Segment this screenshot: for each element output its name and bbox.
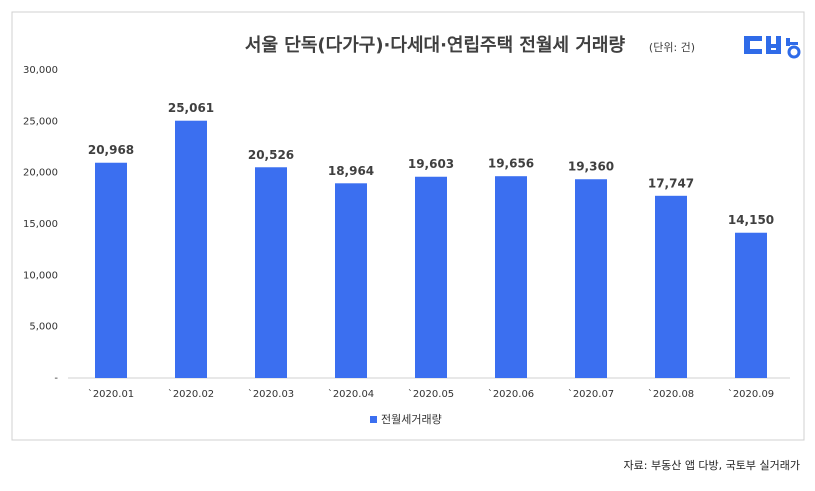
y-tick-label: 15,000	[23, 219, 58, 230]
y-tick-label: -	[54, 373, 58, 384]
x-tick-label: `2020.04	[328, 388, 374, 400]
x-tick-label: `2020.02	[168, 388, 214, 400]
value-label: 18,964	[328, 164, 374, 178]
y-tick-label: 5,000	[29, 322, 58, 333]
value-label: 20,968	[88, 143, 134, 157]
x-tick-label: `2020.09	[728, 388, 774, 400]
bar	[335, 183, 367, 378]
value-label: 25,061	[168, 101, 214, 115]
value-label: 14,150	[728, 213, 774, 227]
y-tick-label: 30,000	[23, 65, 58, 76]
x-tick-label: `2020.07	[568, 388, 614, 400]
bar	[415, 176, 447, 378]
legend-swatch	[370, 416, 377, 423]
y-tick-label: 10,000	[23, 270, 58, 281]
bar	[255, 167, 287, 378]
value-label: 19,656	[488, 157, 534, 171]
x-tick-label: `2020.03	[248, 388, 294, 400]
bar	[575, 179, 607, 378]
value-label: 19,360	[568, 160, 614, 174]
value-label: 19,603	[408, 157, 454, 171]
x-tick-label: `2020.05	[408, 388, 454, 400]
bar	[735, 232, 767, 378]
y-tick-label: 25,000	[23, 116, 58, 127]
x-tick-label: `2020.06	[488, 388, 534, 400]
bar	[95, 162, 127, 378]
x-tick-label: `2020.08	[648, 388, 694, 400]
bar	[655, 195, 687, 378]
value-label: 17,747	[648, 176, 694, 190]
legend-label: 전월세거래량	[381, 413, 442, 426]
source: 자료: 부동산 앱 다방, 국토부 실거래가	[624, 459, 800, 472]
x-tick-label: `2020.01	[88, 388, 134, 400]
bar	[175, 120, 207, 379]
y-tick-label: 20,000	[23, 168, 58, 179]
chart-subtitle: (단위: 건)	[649, 41, 695, 54]
logo	[744, 36, 801, 59]
chart-title: 서울 단독(다가구)·다세대·연립주택 전월세 거래량	[245, 35, 626, 56]
value-label: 20,526	[248, 148, 294, 162]
bar	[495, 176, 527, 378]
